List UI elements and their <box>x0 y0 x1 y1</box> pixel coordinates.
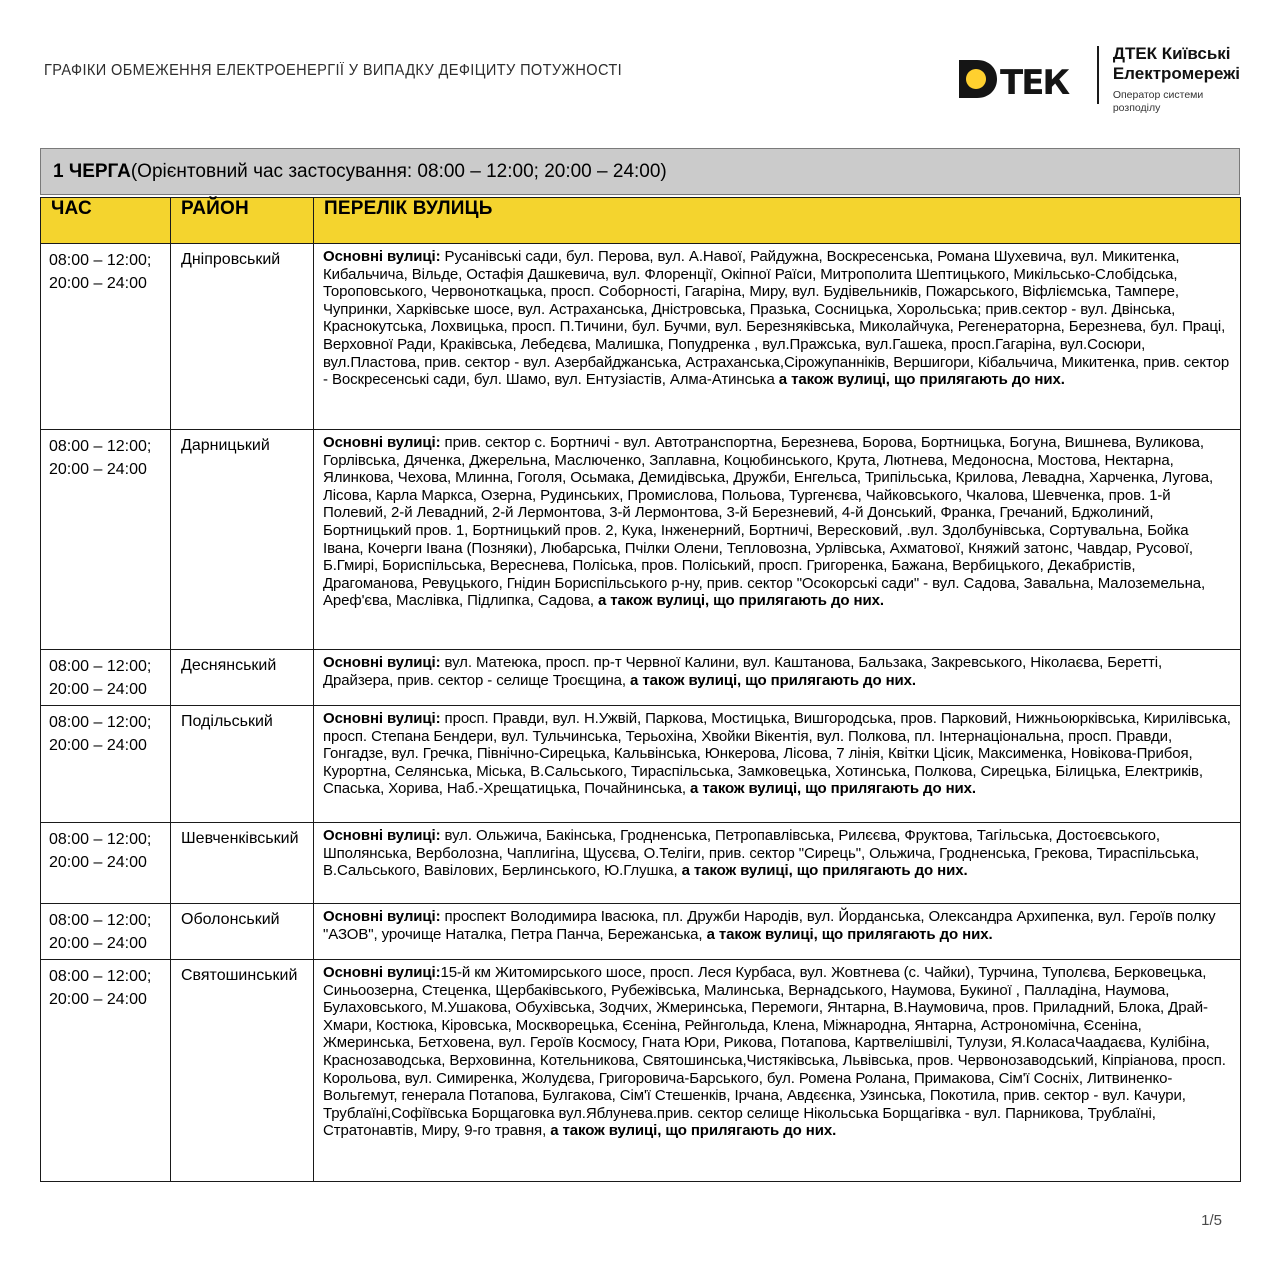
streets-prefix: Основні вулиці: <box>323 827 441 844</box>
queue-label: 1 ЧЕРГА <box>53 160 131 182</box>
table-row: 08:00 – 12:00; 20:00 – 24:00 Деснянський… <box>40 649 1241 706</box>
streets-cell: Основні вулиці: вул. Ольжича, Бакінська,… <box>313 822 1241 904</box>
table-row: 08:00 – 12:00; 20:00 – 24:00 Подільський… <box>40 705 1241 823</box>
streets-list: 15-й км Житомирського шосе, просп. Леся … <box>323 964 1226 1140</box>
logo-divider <box>1096 46 1099 104</box>
time-line2: 20:00 – 24:00 <box>49 461 147 478</box>
time-line1: 08:00 – 12:00; <box>49 252 152 269</box>
district-cell: Оболонський <box>170 903 314 960</box>
dtek-logo: ТЕК ДТЕК Київські Електромережі Оператор… <box>958 44 1240 115</box>
time-line1: 08:00 – 12:00; <box>49 658 152 675</box>
time-line1: 08:00 – 12:00; <box>49 968 152 985</box>
logo-company-line2: Електромережі <box>1112 64 1240 83</box>
streets-suffix: а також вулиці, що прилягають до них. <box>681 862 968 880</box>
page-number: 1/5 <box>1201 1212 1222 1229</box>
time-cell: 08:00 – 12:00; 20:00 – 24:00 <box>40 959 171 1182</box>
district-cell: Деснянський <box>170 649 314 706</box>
logo-company-line1: ДТЕК Київські <box>1112 44 1231 63</box>
table-row: 08:00 – 12:00; 20:00 – 24:00 Дніпровськи… <box>40 243 1241 430</box>
dtek-wordmark-letters: ТЕК <box>1000 63 1070 102</box>
streets-cell: Основні вулиці:15-й км Житомирського шос… <box>313 959 1241 1182</box>
time-line2: 20:00 – 24:00 <box>49 935 147 952</box>
page-header: ГРАФІКИ ОБМЕЖЕННЯ ЕЛЕКТРОЕНЕРГІЇ У ВИПАД… <box>40 44 1240 124</box>
table-row: 08:00 – 12:00; 20:00 – 24:00 Шевченківсь… <box>40 822 1241 904</box>
column-header-time: ЧАС <box>40 197 171 244</box>
streets-prefix: Основні вулиці: <box>323 654 441 671</box>
time-line2: 20:00 – 24:00 <box>49 737 147 754</box>
streets-list: Русанівські сади, бул. Перова, вул. А.На… <box>323 248 1230 389</box>
district-cell: Дніпровський <box>170 243 314 430</box>
queue-bar: 1 ЧЕРГА (Орієнтовний час застосування: 0… <box>40 148 1240 195</box>
column-header-streets: ПЕРЕЛІК ВУЛИЦЬ <box>313 197 1241 244</box>
column-header-district: РАЙОН <box>170 197 314 244</box>
logo-operator: Оператор системи розподілу <box>1113 89 1240 115</box>
queue-note: (Орієнтовний час застосування: 08:00 – 1… <box>130 160 667 182</box>
streets-list: вул. Матеюка, просп. пр-т Червної Калини… <box>323 654 1163 689</box>
table-row: 08:00 – 12:00; 20:00 – 24:00 Оболонський… <box>40 903 1241 960</box>
streets-cell: Основні вулиці: Русанівські сади, бул. П… <box>313 243 1241 430</box>
streets-cell: Основні вулиці: прив. сектор с. Бортничі… <box>313 429 1241 650</box>
streets-suffix: а також вулиці, що прилягають до них. <box>550 1122 837 1140</box>
district-cell: Подільський <box>170 705 314 823</box>
dtek-wordmark-icon: ТЕК <box>958 56 1081 107</box>
schedule-table: ЧАС РАЙОН ПЕРЕЛІК ВУЛИЦЬ 08:00 – 12:00; … <box>40 197 1241 1182</box>
time-cell: 08:00 – 12:00; 20:00 – 24:00 <box>40 429 171 650</box>
time-line1: 08:00 – 12:00; <box>49 714 152 731</box>
time-cell: 08:00 – 12:00; 20:00 – 24:00 <box>40 903 171 960</box>
logo-operator-line2: розподілу <box>1112 102 1161 114</box>
table-header-row: ЧАС РАЙОН ПЕРЕЛІК ВУЛИЦЬ <box>40 197 1241 244</box>
logo-text: ДТЕК Київські Електромережі Оператор сис… <box>1113 44 1240 115</box>
time-cell: 08:00 – 12:00; 20:00 – 24:00 <box>40 705 171 823</box>
time-line2: 20:00 – 24:00 <box>49 991 147 1008</box>
time-line1: 08:00 – 12:00; <box>49 912 152 929</box>
time-cell: 08:00 – 12:00; 20:00 – 24:00 <box>40 649 171 706</box>
streets-suffix: а також вулиці, що прилягають до них. <box>706 925 993 943</box>
streets-list: вул. Ольжича, Бакінська, Гродненська, Пе… <box>323 827 1200 880</box>
streets-prefix: Основні вулиці: <box>323 248 441 265</box>
time-line1: 08:00 – 12:00; <box>49 831 152 848</box>
streets-prefix: Основні вулиці: <box>323 710 441 727</box>
streets-cell: Основні вулиці: проспект Володимира Івас… <box>313 903 1241 960</box>
streets-cell: Основні вулиці: вул. Матеюка, просп. пр-… <box>313 649 1241 706</box>
streets-prefix: Основні вулиці: <box>323 908 441 925</box>
streets-suffix: а також вулиці, що прилягають до них. <box>597 592 884 610</box>
district-cell: Шевченківський <box>170 822 314 904</box>
streets-list: проспект Володимира Івасюка, пл. Дружби … <box>323 908 1216 943</box>
streets-suffix: а також вулиці, що прилягають до них. <box>778 371 1065 389</box>
streets-suffix: а також вулиці, що прилягають до них. <box>630 671 916 689</box>
time-cell: 08:00 – 12:00; 20:00 – 24:00 <box>40 822 171 904</box>
time-cell: 08:00 – 12:00; 20:00 – 24:00 <box>40 243 171 430</box>
table-row: 08:00 – 12:00; 20:00 – 24:00 Святошинськ… <box>40 959 1241 1182</box>
time-line2: 20:00 – 24:00 <box>49 681 147 698</box>
streets-list: прив. сектор с. Бортничі - вул. Автотран… <box>323 434 1214 610</box>
page-title: ГРАФІКИ ОБМЕЖЕННЯ ЕЛЕКТРОЕНЕРГІЇ У ВИПАД… <box>44 62 623 79</box>
streets-prefix: Основні вулиці: <box>323 964 441 981</box>
streets-prefix: Основні вулиці: <box>323 434 441 451</box>
district-cell: Дарницький <box>170 429 314 650</box>
time-line1: 08:00 – 12:00; <box>49 438 152 455</box>
streets-list: просп. Правди, вул. Н.Ужвій, Паркова, Мо… <box>323 710 1231 798</box>
table-row: 08:00 – 12:00; 20:00 – 24:00 Дарницький … <box>40 429 1241 650</box>
time-line2: 20:00 – 24:00 <box>49 275 147 292</box>
streets-cell: Основні вулиці: просп. Правди, вул. Н.Уж… <box>313 705 1241 823</box>
district-cell: Святошинський <box>170 959 314 1182</box>
time-line2: 20:00 – 24:00 <box>49 854 147 871</box>
logo-operator-line1: Оператор системи <box>1112 89 1204 101</box>
streets-suffix: а також вулиці, що прилягають до них. <box>690 780 976 798</box>
